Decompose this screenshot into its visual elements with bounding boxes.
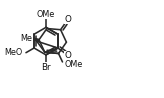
Text: Me: Me (20, 34, 32, 43)
Text: MeO: MeO (4, 48, 22, 57)
Polygon shape (30, 37, 39, 41)
Text: OMe: OMe (64, 60, 82, 69)
Text: OMe: OMe (37, 10, 55, 19)
Text: O: O (65, 51, 72, 60)
Text: Br: Br (41, 63, 51, 72)
Text: O: O (64, 15, 71, 24)
